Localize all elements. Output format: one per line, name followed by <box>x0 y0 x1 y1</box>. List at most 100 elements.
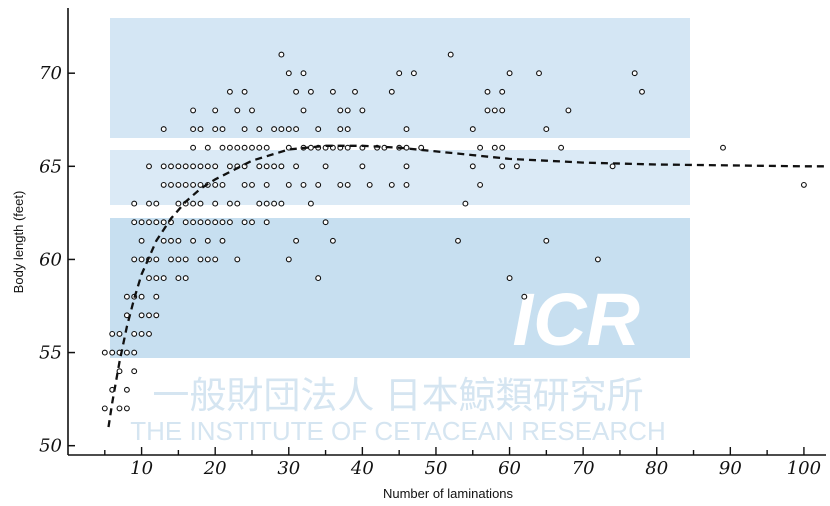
x-tick-label: 90 <box>719 458 742 479</box>
data-point <box>543 237 550 244</box>
data-point <box>160 237 167 244</box>
data-point <box>131 349 138 356</box>
data-point <box>197 181 204 188</box>
data-point <box>484 107 491 114</box>
watermark-logo-text: ICR <box>513 278 640 361</box>
data-point <box>190 144 197 151</box>
data-point <box>293 88 300 95</box>
data-point <box>182 181 189 188</box>
data-point <box>241 88 248 95</box>
data-point <box>219 219 226 226</box>
data-point <box>101 349 108 356</box>
data-point <box>536 70 542 77</box>
data-point <box>249 144 255 151</box>
data-point <box>234 107 241 114</box>
data-point <box>285 70 292 77</box>
data-point <box>513 163 520 170</box>
data-point <box>329 237 336 244</box>
data-point <box>447 51 454 58</box>
data-point <box>212 219 219 226</box>
data-point <box>212 200 219 207</box>
data-point <box>477 181 484 188</box>
data-point <box>226 144 233 151</box>
data-point <box>285 126 292 133</box>
data-point <box>204 144 211 151</box>
data-point <box>639 88 645 95</box>
data-point <box>197 219 204 226</box>
data-point <box>160 126 167 133</box>
data-point <box>256 200 263 207</box>
data-point <box>175 181 182 188</box>
data-point <box>138 256 145 263</box>
data-point <box>263 144 270 151</box>
data-point <box>329 88 336 95</box>
data-point <box>322 163 329 170</box>
data-point <box>249 107 255 114</box>
data-point <box>307 200 314 207</box>
data-point <box>263 163 270 170</box>
data-point <box>469 163 476 170</box>
y-tick-label: 55 <box>39 343 62 364</box>
data-point <box>131 256 138 263</box>
data-point <box>271 200 278 207</box>
data-point <box>499 163 506 170</box>
data-point <box>190 237 197 244</box>
data-point <box>146 275 152 282</box>
data-point <box>594 256 601 263</box>
y-tick-label: 65 <box>39 156 62 177</box>
x-tick-label: 50 <box>425 458 448 479</box>
data-point <box>109 330 116 337</box>
data-point <box>285 256 292 263</box>
data-point <box>307 88 314 95</box>
x-ticks: 10 20 30 40 50 60 70 80 90 100 <box>104 447 821 479</box>
data-point <box>190 181 197 188</box>
data-point <box>182 219 189 226</box>
data-point <box>403 163 410 170</box>
data-point <box>484 88 491 95</box>
x-tick-label: 70 <box>572 458 595 479</box>
data-point <box>388 88 395 95</box>
data-point <box>146 219 152 226</box>
data-point <box>344 181 351 188</box>
data-point <box>138 293 145 300</box>
data-point <box>190 219 197 226</box>
data-point <box>300 70 307 77</box>
data-point <box>204 237 211 244</box>
data-point <box>160 163 167 170</box>
y-tick-label: 70 <box>39 63 62 84</box>
data-point <box>256 126 263 133</box>
data-point <box>455 237 461 244</box>
data-point <box>197 200 204 207</box>
data-point <box>300 107 307 114</box>
data-point <box>204 163 211 170</box>
data-point <box>138 219 145 226</box>
data-point <box>263 181 270 188</box>
data-point <box>462 200 469 207</box>
data-point <box>403 181 410 188</box>
data-point <box>388 181 395 188</box>
data-point <box>197 256 204 263</box>
data-point <box>226 163 233 170</box>
data-point <box>631 70 638 77</box>
data-point <box>219 237 226 244</box>
data-point <box>123 349 130 356</box>
data-point <box>219 181 226 188</box>
data-point <box>359 107 366 114</box>
x-tick-label: 80 <box>645 458 668 479</box>
watermark-english-name: THE INSTITUTE OF CETACEAN RESEARCH <box>130 416 665 446</box>
data-point <box>175 256 182 263</box>
x-tick-label: 20 <box>203 458 227 479</box>
data-point <box>234 200 241 207</box>
data-point <box>249 181 255 188</box>
data-point <box>499 144 506 151</box>
data-point <box>197 126 204 133</box>
data-point <box>565 107 572 114</box>
data-point <box>344 107 351 114</box>
y-tick-label: 50 <box>39 436 62 457</box>
x-tick-label: 40 <box>350 458 374 479</box>
data-point <box>212 107 219 114</box>
data-point <box>241 181 248 188</box>
data-point <box>477 144 484 151</box>
data-point <box>146 312 152 319</box>
data-point <box>219 144 226 151</box>
